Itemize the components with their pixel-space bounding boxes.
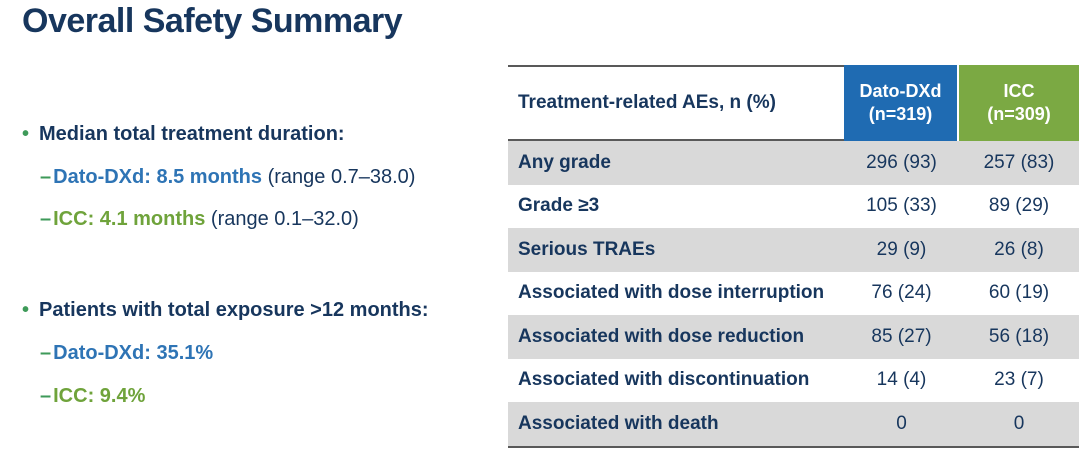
dato-column-header: Dato-DXd (n=319): [844, 65, 957, 141]
icc-column-header: ICC (n=309): [959, 65, 1079, 141]
dato-column-name: Dato-DXd: [859, 81, 942, 101]
bullet-heading: Patients with total exposure >12 months:: [39, 299, 429, 321]
row-label: Associated with death: [518, 412, 719, 434]
table-row: Associated with dose reduction 85 (27) 5…: [508, 315, 1079, 359]
row-label: Associated with discontinuation: [518, 369, 810, 391]
dato-value: 76 (24): [871, 282, 932, 304]
dash-icon: –: [40, 385, 52, 407]
bullet-panel: • Median total treatment duration: – Dato-…: [22, 0, 508, 460]
row-label: Serious TRAEs: [518, 238, 656, 260]
bullet-item: • Median total treatment duration:: [22, 120, 508, 148]
table-row: Associated with death 0 0: [508, 402, 1079, 446]
metric-text-dato-exposure: Dato-DXd: 35.1%: [53, 342, 214, 364]
ae-table: Treatment-related AEs, n (%) Dato-DXd (n…: [508, 65, 1079, 448]
table-row: Associated with dose interruption 76 (24…: [508, 272, 1079, 316]
bullet-item: • Patients with total exposure >12 months…: [22, 296, 508, 324]
range-text: (range 0.7–38.0): [262, 166, 416, 188]
header-label-cell: Treatment-related AEs, n (%): [508, 65, 844, 141]
icc-value: 0: [1013, 412, 1025, 434]
icc-value: 26 (8): [994, 238, 1044, 260]
dash-icon: –: [40, 166, 52, 188]
table-row: Associated with discontinuation 14 (4) 2…: [508, 359, 1079, 403]
metric-text-icc-exposure: ICC: 9.4%: [53, 385, 146, 407]
dato-value: 0: [896, 412, 907, 434]
bullet-marker-icon: •: [22, 299, 30, 321]
table-header-row: Treatment-related AEs, n (%) Dato-DXd (n…: [508, 65, 1079, 141]
dato-value: 29 (9): [876, 238, 927, 260]
icc-column-name: ICC: [1003, 81, 1035, 101]
icc-value: 60 (19): [988, 282, 1050, 304]
row-label: Associated with dose interruption: [518, 282, 825, 304]
dash-icon: –: [40, 208, 52, 230]
dato-column-n: (n=319): [868, 104, 933, 124]
dato-value: 85 (27): [871, 325, 932, 347]
bullet-marker-icon: •: [22, 123, 30, 145]
table-row: Grade ≥3 105 (33) 89 (29): [508, 185, 1079, 229]
dash-icon: –: [40, 342, 52, 364]
sub-bullet: – Dato-DXd: 35.1%: [22, 339, 526, 367]
sub-bullet: – ICC: 4.1 months (range 0.1–32.0): [22, 205, 526, 233]
row-label: Grade ≥3: [518, 195, 600, 217]
metric-text-dato-duration: Dato-DXd: 8.5 months: [53, 166, 263, 188]
row-label: Any grade: [518, 151, 611, 173]
icc-value: 257 (83): [983, 151, 1055, 173]
icc-column-n: (n=309): [987, 104, 1051, 124]
dato-value: 296 (93): [866, 151, 937, 173]
icc-value: 23 (7): [994, 369, 1044, 391]
sub-bullet: – ICC: 9.4%: [22, 382, 526, 410]
sub-bullet: – Dato-DXd: 8.5 months (range 0.7–38.0): [22, 163, 526, 191]
dato-value: 14 (4): [876, 369, 927, 391]
range-text: (range 0.1–32.0): [205, 208, 359, 230]
table-row: Serious TRAEs 29 (9) 26 (8): [508, 228, 1079, 272]
table-row: Any grade 296 (93) 257 (83): [508, 141, 1079, 185]
metric-text-icc-duration: ICC: 4.1 months: [53, 208, 206, 230]
bullet-heading: Median total treatment duration:: [39, 123, 345, 145]
row-label: Associated with dose reduction: [518, 325, 805, 347]
page-title: Overall Safety Summary: [22, 2, 403, 40]
icc-value: 56 (18): [988, 325, 1050, 347]
dato-value: 105 (33): [866, 195, 937, 217]
icc-value: 89 (29): [988, 195, 1050, 217]
